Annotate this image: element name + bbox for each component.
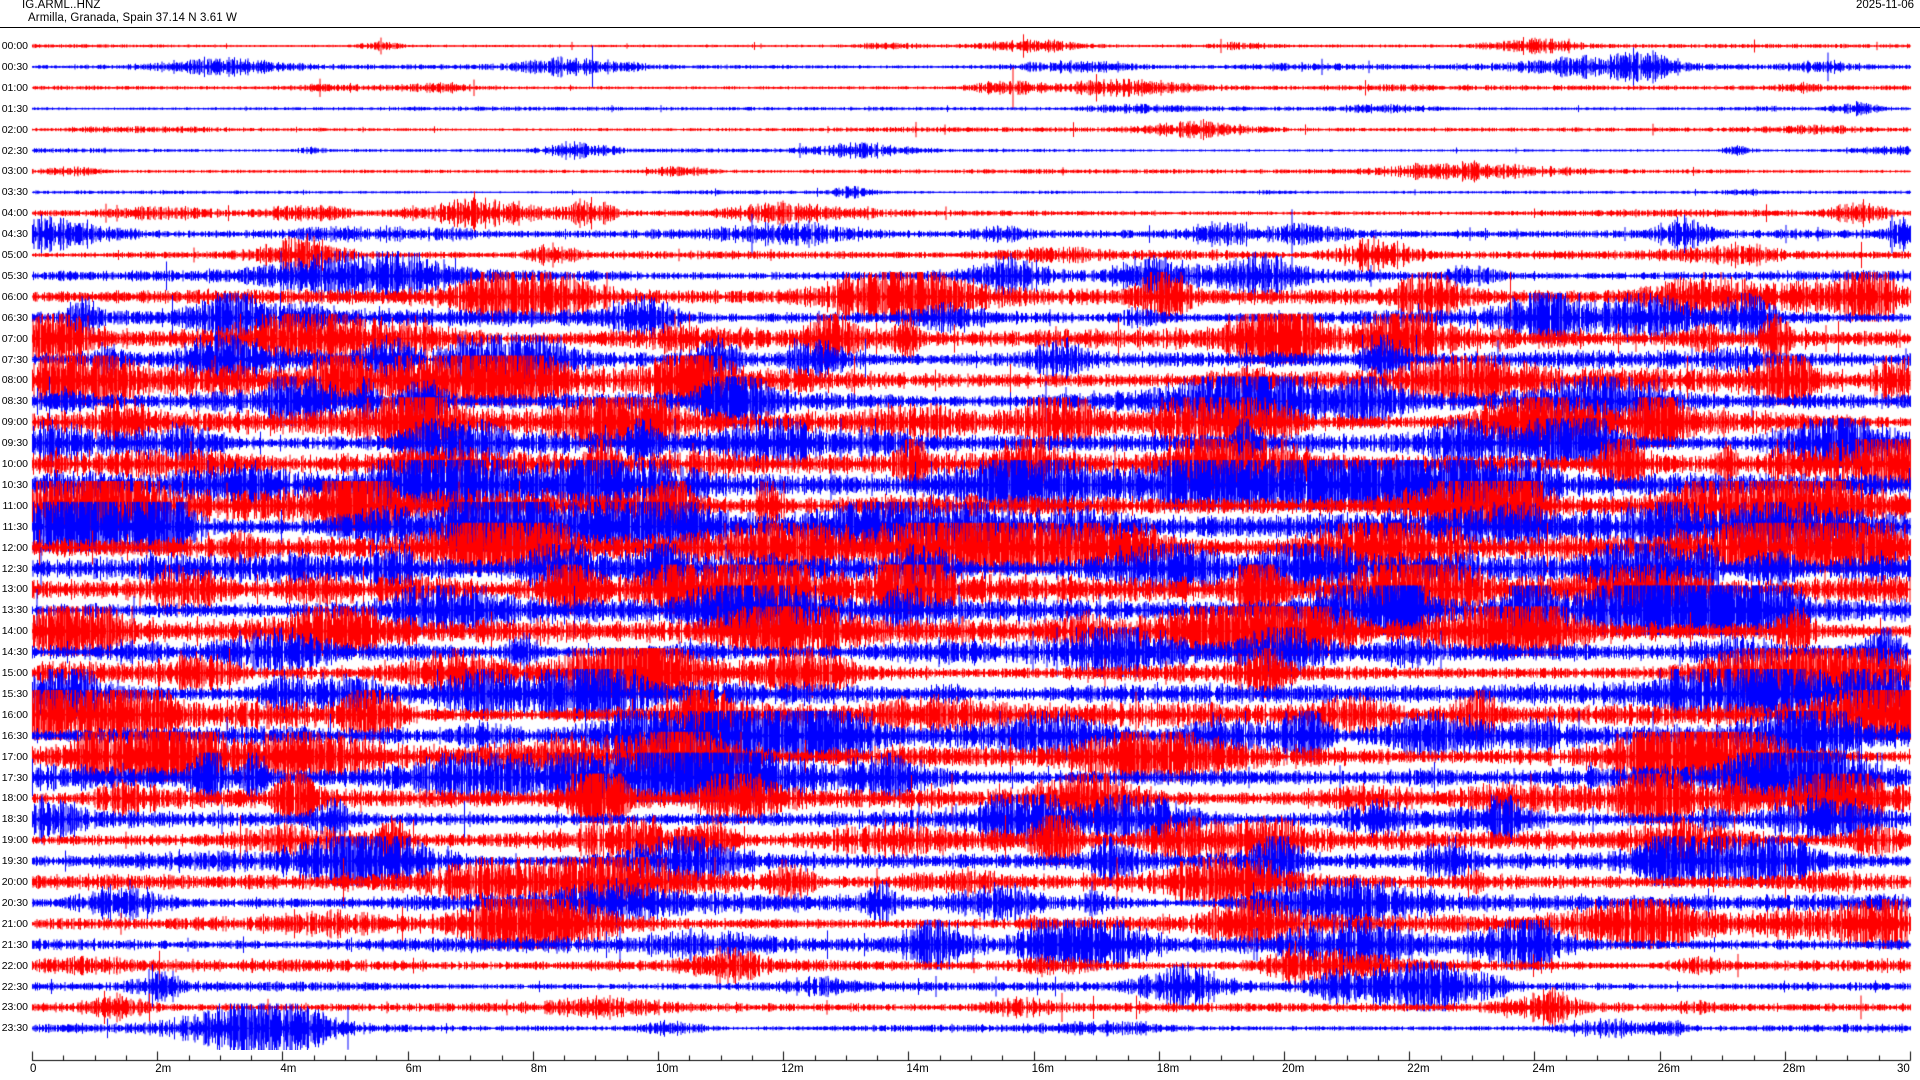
time-label: 04:00 bbox=[1, 207, 28, 220]
minute-axis-label: 14m bbox=[906, 1063, 929, 1075]
minute-axis-label: 4m bbox=[280, 1063, 297, 1075]
time-label: 03:30 bbox=[1, 186, 28, 199]
helicorder-plot: 00:00 00:30 01:00 01:30 02:00 02:30 03:00 03:30… bbox=[0, 28, 1920, 1050]
time-label: 02:00 bbox=[1, 123, 28, 136]
time-label: 15:00 bbox=[1, 667, 28, 679]
time-label: 14:30 bbox=[1, 646, 28, 659]
time-label: 23:30 bbox=[1, 1022, 28, 1035]
minute-axis-label: 10m bbox=[656, 1063, 679, 1075]
station-code: IG.ARML..HNZ bbox=[22, 0, 101, 11]
minute-axis: 0 2m 4m 6m 8m 10m 12m 14m 16m 18m 20m 22m 24m 26m 28m 3… bbox=[0, 1050, 1920, 1080]
time-label: 09:00 bbox=[1, 416, 28, 429]
time-label: 02:30 bbox=[1, 144, 28, 157]
time-label: 05:00 bbox=[1, 249, 28, 261]
minute-axis-label: 28m bbox=[1782, 1063, 1806, 1075]
minute-axis-label: 20m bbox=[1282, 1063, 1305, 1075]
time-label: 12:30 bbox=[1, 562, 28, 575]
time-label: 13:30 bbox=[1, 604, 28, 617]
time-label: 14:00 bbox=[1, 625, 28, 638]
minute-axis-label: 8m bbox=[530, 1063, 547, 1075]
time-label: 07:30 bbox=[1, 353, 28, 366]
header: IG.ARML..HNZ Armilla, Granada, Spain 37.… bbox=[0, 0, 1920, 28]
time-label: 19:30 bbox=[1, 855, 28, 868]
time-label: 22:00 bbox=[1, 959, 28, 972]
header-divider bbox=[0, 27, 1920, 28]
minute-axis-label: 12m bbox=[781, 1063, 804, 1075]
minute-axis-label: 24m bbox=[1532, 1063, 1555, 1075]
minute-axis-label: 30 bbox=[1897, 1063, 1910, 1075]
time-label: 20:00 bbox=[1, 876, 28, 888]
time-axis: 00:00 00:30 01:00 01:30 02:00 02:30 03:00 03:30… bbox=[0, 28, 32, 1050]
record-date: 2025-11-06 bbox=[1856, 0, 1914, 11]
time-label: 04:30 bbox=[1, 228, 28, 241]
time-label: 08:00 bbox=[1, 374, 28, 387]
time-label: 11:00 bbox=[2, 499, 29, 512]
minute-axis-label: 18m bbox=[1156, 1063, 1180, 1075]
time-label: 01:00 bbox=[1, 81, 28, 94]
time-label: 08:30 bbox=[1, 395, 28, 408]
time-label: 18:00 bbox=[1, 792, 28, 805]
minute-axis-label: 0 bbox=[30, 1063, 37, 1075]
time-label: 05:30 bbox=[1, 269, 28, 282]
minute-axis-label: 16m bbox=[1031, 1063, 1054, 1075]
time-label: 06:30 bbox=[1, 311, 28, 324]
time-label: 16:30 bbox=[1, 729, 28, 742]
time-label: 21:00 bbox=[1, 917, 28, 930]
minute-axis-ticks bbox=[0, 1050, 1920, 1066]
station-location: Armilla, Granada, Spain 37.14 N 3.61 W bbox=[28, 12, 237, 24]
time-label: 15:30 bbox=[1, 687, 28, 700]
time-label: 10:30 bbox=[1, 478, 28, 491]
time-label: 17:00 bbox=[1, 750, 28, 763]
time-label: 23:00 bbox=[1, 1001, 28, 1014]
time-label: 03:00 bbox=[1, 165, 28, 178]
time-label: 21:30 bbox=[1, 938, 28, 951]
minute-axis-label: 22m bbox=[1407, 1063, 1430, 1075]
time-label: 07:00 bbox=[1, 332, 28, 345]
time-label: 13:00 bbox=[1, 583, 28, 596]
time-label: 17:30 bbox=[1, 771, 28, 784]
minute-axis-label: 2m bbox=[155, 1063, 172, 1075]
time-label: 01:30 bbox=[1, 102, 28, 115]
time-label: 19:00 bbox=[1, 834, 28, 847]
minute-axis-label: 26m bbox=[1657, 1063, 1680, 1075]
time-label: 20:30 bbox=[1, 896, 28, 909]
minute-axis-label: 6m bbox=[405, 1063, 422, 1075]
time-label: 00:30 bbox=[1, 60, 28, 73]
seismogram-traces bbox=[0, 28, 1920, 1050]
time-label: 22:30 bbox=[1, 980, 28, 993]
time-label: 10:00 bbox=[1, 458, 28, 470]
time-label: 11:30 bbox=[2, 520, 29, 533]
time-label: 18:30 bbox=[1, 813, 28, 826]
time-label: 12:00 bbox=[1, 541, 28, 554]
time-label: 09:30 bbox=[1, 437, 28, 450]
time-label: 16:00 bbox=[1, 708, 28, 721]
time-label: 06:00 bbox=[1, 290, 28, 303]
time-label: 00:00 bbox=[1, 40, 28, 52]
